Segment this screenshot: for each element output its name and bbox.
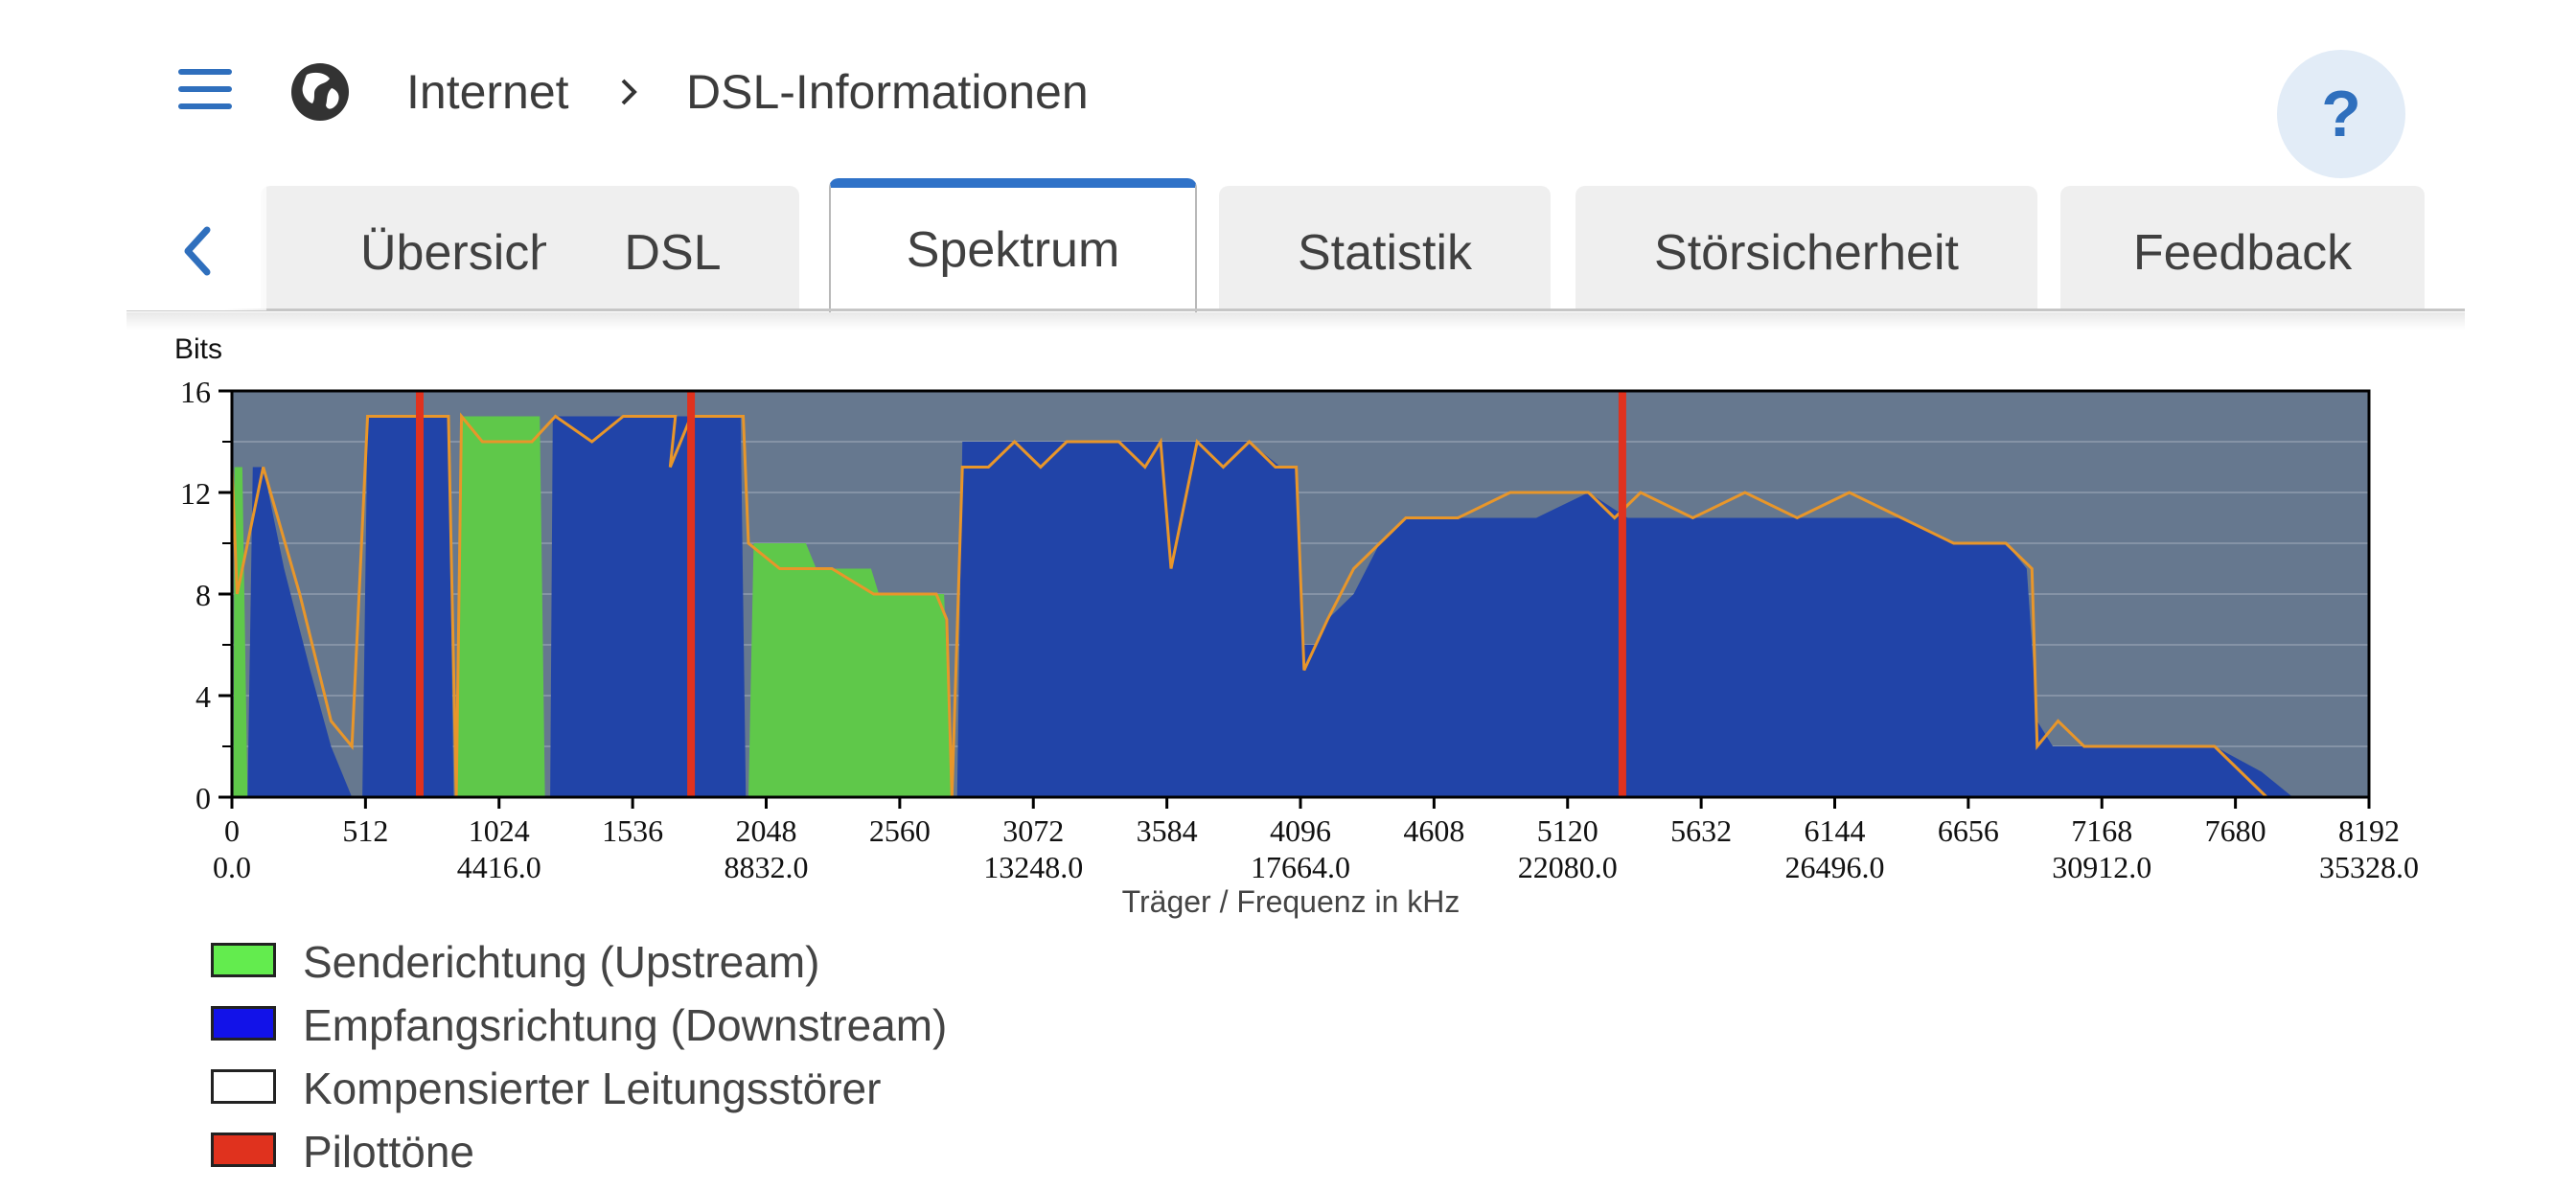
x-tick-label: 4096 (1270, 813, 1331, 848)
legend-swatch-downstream (211, 1006, 276, 1041)
help-button[interactable]: ? (2277, 50, 2405, 178)
x-tick-label: 6656 (1938, 813, 1999, 848)
x-tick-label: 1024 (469, 813, 530, 848)
snr-line (230, 412, 2268, 799)
breadcrumb-root[interactable]: Internet (406, 65, 569, 119)
downstream-area (247, 416, 2293, 797)
y-tick-label: 16 (180, 375, 211, 409)
tab-feedback[interactable]: Feedback (2060, 186, 2425, 310)
x-tick-label: 5120 (1537, 813, 1598, 848)
y-axis-title: Bits (174, 333, 222, 365)
y-tick-label: 12 (180, 476, 211, 511)
legend-label-crosstalk: Kompensierter Leitungsstörer (303, 1064, 882, 1113)
y-tick-label: 0 (196, 781, 211, 815)
x-freq-label: 22080.0 (1518, 850, 1618, 884)
x-tick-label: 7168 (2071, 813, 2132, 848)
x-freq-label: 4416.0 (457, 850, 541, 884)
x-freq-label: 8832.0 (724, 850, 809, 884)
legend-swatch-pilot (211, 1133, 276, 1167)
x-tick-label: 4608 (1403, 813, 1464, 848)
x-tick-label: 8192 (2338, 813, 2400, 848)
legend-swatch-crosstalk (211, 1069, 276, 1104)
x-freq-label: 13248.0 (983, 850, 1083, 884)
hamburger-menu-icon[interactable] (178, 69, 232, 113)
tab-bar: Übersicht DSL Spektrum Statistik Störsic… (126, 178, 2465, 330)
chevron-left-icon (184, 226, 211, 276)
x-tick-label: 1536 (602, 813, 663, 848)
tab-spektrum[interactable]: Spektrum (829, 178, 1197, 318)
tab-dsl[interactable]: DSL (546, 186, 799, 310)
x-freq-label: 17664.0 (1251, 850, 1350, 884)
chevron-right-icon (621, 79, 637, 105)
upstream-area (233, 416, 953, 797)
tab-scroll-left-button[interactable] (126, 186, 266, 310)
x-tick-label: 5632 (1670, 813, 1732, 848)
x-freq-label: 0.0 (213, 850, 251, 884)
x-tick-label: 7680 (2205, 813, 2266, 848)
y-tick-label: 8 (196, 578, 211, 612)
y-tick-label: 4 (196, 679, 211, 714)
legend-label-downstream: Empfangsrichtung (Downstream) (303, 1000, 948, 1050)
tab-shadow (126, 312, 2465, 330)
x-tick-label: 3072 (1002, 813, 1064, 848)
tab-stoersicherheit[interactable]: Störsicherheit (1576, 186, 2037, 310)
x-tick-label: 2560 (869, 813, 931, 848)
x-freq-label: 30912.0 (2052, 850, 2151, 884)
tab-statistik[interactable]: Statistik (1219, 186, 1551, 310)
x-tick-label: 6144 (1805, 813, 1866, 848)
legend-label-pilot: Pilottöne (303, 1127, 475, 1177)
x-tick-label: 2048 (736, 813, 797, 848)
x-tick-label: 512 (342, 813, 388, 848)
x-freq-label: 35328.0 (2319, 850, 2419, 884)
legend-label-upstream: Senderichtung (Upstream) (303, 937, 820, 987)
x-tick-label: 0 (224, 813, 240, 848)
x-axis-title: Träger / Frequenz in kHz (1122, 884, 1460, 919)
tab-underline (126, 309, 2465, 311)
top-bar: Internet DSL-Informationen ? (0, 0, 2576, 182)
spectrum-chart: 0 4 8 12 16 0 512 1024 1536 2048 2560 3072 3584 4096 4… (174, 333, 2419, 919)
legend-swatch-upstream (211, 943, 276, 977)
x-tick-label: 3584 (1137, 813, 1198, 848)
page-title: DSL-Informationen (686, 65, 1089, 119)
globe-icon (291, 63, 349, 121)
x-freq-label: 26496.0 (1785, 850, 1885, 884)
